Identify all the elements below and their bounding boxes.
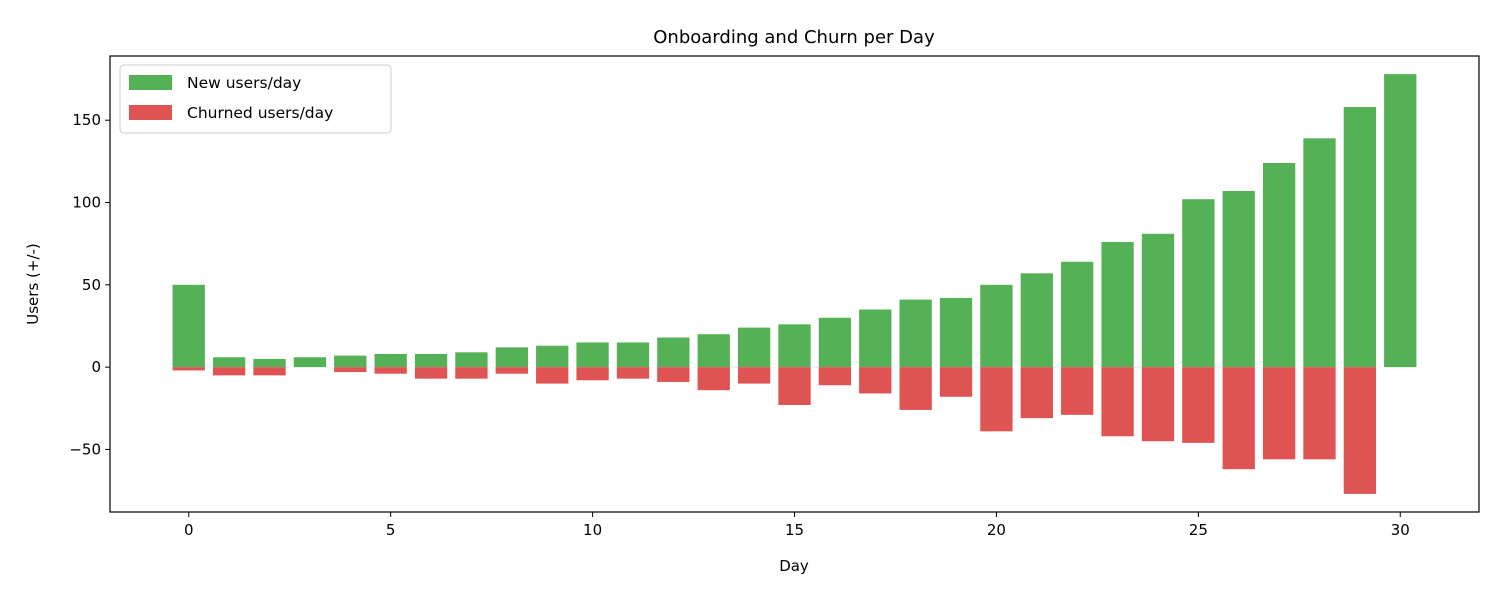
bar-new-day-16 [818, 317, 852, 368]
legend-label-new: New users/day [187, 74, 301, 92]
bar-new-day-1 [212, 357, 246, 368]
bar-new-day-7 [455, 352, 488, 368]
x-tick-label: 20 [987, 521, 1006, 539]
chart-title: Onboarding and Churn per Day [653, 27, 935, 48]
bar-new-day-14 [737, 327, 771, 368]
x-tick-label: 0 [184, 521, 194, 539]
x-axis: 0 5 10 15 20 25 30 [184, 512, 1410, 539]
x-axis-title: Day [779, 557, 809, 575]
bar-churned-day-23 [1101, 367, 1134, 437]
bar-churned-day-27 [1262, 367, 1296, 460]
bar-new-day-20 [980, 284, 1013, 368]
legend-swatch-new [129, 75, 172, 90]
y-tick-label: 100 [72, 194, 101, 212]
bar-new-day-25 [1182, 199, 1215, 368]
bar-new-day-6 [414, 353, 448, 368]
bar-churned-day-15 [778, 367, 811, 405]
y-tick-label: 50 [82, 276, 101, 294]
bar-new-day-8 [495, 347, 528, 368]
bar-new-day-5 [374, 353, 407, 368]
bar-new-day-2 [253, 358, 286, 368]
bar-churned-day-5 [374, 367, 407, 374]
legend-label-churned: Churned users/day [187, 104, 333, 122]
bar-new-day-23 [1101, 242, 1134, 368]
bar-new-day-12 [657, 337, 690, 368]
bar-new-day-9 [536, 345, 569, 368]
bar-churned-day-12 [657, 367, 690, 382]
bar-new-day-21 [1020, 273, 1053, 368]
legend-swatch-churned [129, 105, 172, 120]
bar-new-day-24 [1141, 233, 1175, 368]
x-tick-label: 25 [1189, 521, 1208, 539]
bar-new-day-18 [899, 299, 932, 368]
bar-new-day-29 [1343, 107, 1377, 368]
bar-new-day-4 [334, 355, 367, 368]
bar-churned-day-20 [980, 367, 1013, 432]
bar-churned-day-13 [697, 367, 730, 391]
bar-new-day-13 [697, 334, 730, 368]
bar-churned-day-22 [1061, 367, 1094, 415]
bar-churned-day-24 [1141, 367, 1175, 442]
x-tick-label: 10 [583, 521, 602, 539]
x-tick-label: 30 [1391, 521, 1410, 539]
y-tick-label: 150 [72, 111, 101, 129]
bar-new-day-26 [1222, 190, 1255, 368]
bar-churned-day-2 [253, 367, 286, 376]
bar-churned-day-28 [1303, 367, 1336, 460]
bar-new-day-22 [1061, 261, 1094, 368]
bar-churned-day-21 [1020, 367, 1053, 419]
bar-churned-day-17 [859, 367, 892, 394]
bar-churned-day-25 [1182, 367, 1215, 443]
bar-churned-day-8 [495, 367, 528, 374]
y-axis: −50 0 50 100 150 [69, 111, 110, 458]
bar-new-day-11 [616, 342, 650, 368]
bar-new-day-19 [939, 297, 973, 368]
bar-churned-day-14 [737, 367, 771, 384]
bar-churned-day-11 [616, 367, 650, 379]
bar-churned-day-16 [818, 367, 852, 386]
bar-churned-day-10 [576, 367, 609, 381]
bar-churned-day-7 [455, 367, 488, 379]
bar-churned-day-29 [1343, 367, 1377, 494]
bar-churned-day-19 [939, 367, 973, 397]
bar-churned-day-6 [414, 367, 448, 379]
bar-churned-day-1 [212, 367, 246, 376]
bar-churned-day-18 [899, 367, 932, 410]
bar-new-day-27 [1262, 163, 1296, 368]
bar-new-day-17 [859, 309, 892, 368]
y-tick-label: −50 [69, 440, 101, 458]
bar-churned-day-4 [334, 367, 367, 373]
bars-layer [172, 74, 1417, 494]
bar-churned-day-26 [1222, 367, 1255, 470]
legend: New users/day Churned users/day [119, 64, 392, 134]
y-axis-title: Users (+/-) [24, 243, 42, 325]
bar-new-day-0 [172, 284, 205, 368]
bar-new-day-3 [293, 357, 327, 368]
bar-churned-day-0 [172, 367, 205, 371]
bar-new-day-10 [576, 342, 609, 368]
legend-box [119, 64, 392, 134]
bar-new-day-30 [1384, 74, 1417, 368]
bar-new-day-15 [778, 324, 811, 368]
y-tick-label: 0 [91, 358, 101, 376]
bar-new-day-28 [1303, 138, 1336, 368]
bar-churned-day-9 [536, 367, 569, 384]
x-tick-label: 5 [386, 521, 396, 539]
x-tick-label: 15 [785, 521, 804, 539]
